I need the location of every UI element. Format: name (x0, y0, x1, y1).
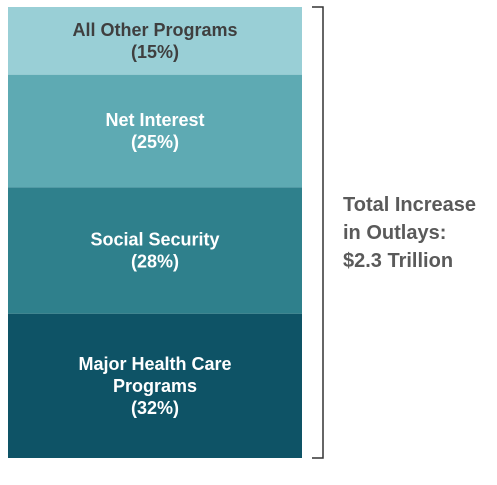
segment-label-line: (28%) (131, 252, 179, 272)
segment-label-line: (25%) (131, 132, 179, 152)
segment-label-net-interest: Net Interest (25%) (105, 110, 204, 152)
segment-label-major-health-care-programs: Major Health Care Programs (32%) (78, 354, 231, 418)
segment-label-all-other-programs: All Other Programs (15%) (72, 20, 237, 62)
segment-label-line: Major Health Care (78, 354, 231, 374)
total-label-line: in Outlays: (343, 222, 446, 244)
stacked-bar: Major Health Care Programs (32%) Social Sec… (8, 7, 302, 458)
bar-segment-net-interest (8, 74, 302, 188)
segment-label-line: Programs (113, 376, 197, 396)
bar-segment-major-health-care-programs (8, 313, 302, 458)
segment-label-line: (32%) (131, 398, 179, 418)
total-bracket (312, 6, 324, 459)
bar-segment-social-security (8, 187, 302, 314)
segment-label-line: Net Interest (105, 110, 204, 130)
bar-segment-all-other-programs (8, 7, 302, 75)
total-label-line: Total Increase (343, 194, 476, 216)
segment-label-social-security: Social Security (28%) (90, 230, 219, 272)
total-label-line: $2.3 Trillion (343, 250, 453, 272)
segment-label-line: All Other Programs (72, 20, 237, 40)
segment-label-line: Social Security (90, 230, 219, 250)
segment-label-line: (15%) (131, 42, 179, 62)
bracket-line (312, 6, 324, 459)
total-increase-label: Total Increase in Outlays: $2.3 Trillion (343, 194, 476, 272)
